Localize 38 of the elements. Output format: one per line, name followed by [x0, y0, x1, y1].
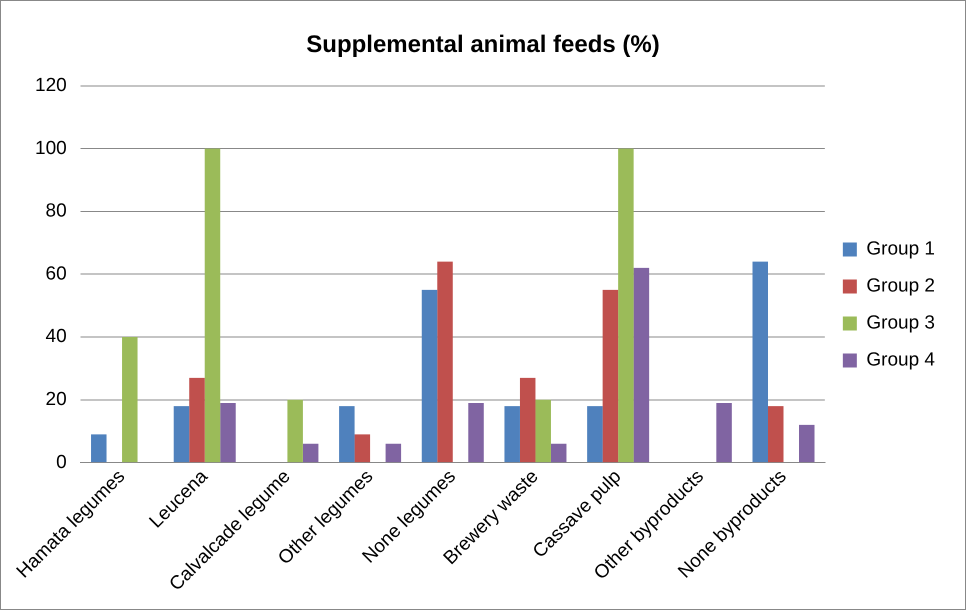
y-tick-label: 0 [56, 452, 67, 473]
y-tick-label: 80 [46, 200, 67, 222]
y-tick-label: 60 [46, 263, 67, 284]
bar [91, 434, 107, 462]
bar [520, 378, 536, 462]
bar [386, 444, 402, 462]
y-tick-label: 120 [35, 75, 67, 96]
bar [174, 406, 190, 462]
bar [122, 337, 138, 462]
legend-label: Group 4 [866, 350, 936, 371]
legend-label: Group 2 [866, 276, 936, 297]
y-tick-label: 20 [46, 389, 67, 410]
bar [204, 148, 220, 462]
bar [302, 444, 318, 462]
legend-label: Group 1 [866, 238, 936, 260]
bar [768, 406, 784, 462]
bar [587, 406, 603, 462]
bar [634, 268, 650, 462]
bar [287, 400, 303, 462]
bar [716, 402, 732, 462]
y-tick-label: 100 [35, 138, 67, 159]
bar [354, 434, 370, 462]
bar [550, 444, 566, 462]
bar [535, 400, 551, 462]
bar [618, 148, 634, 462]
bar [752, 262, 768, 462]
legend-label: Group 3 [866, 312, 936, 334]
bar [602, 290, 618, 462]
bar [189, 378, 205, 462]
bar [468, 402, 484, 462]
bar [220, 402, 236, 462]
chart-title: Supplemental animal feeds (%) [306, 31, 660, 58]
bar [339, 406, 355, 462]
y-tick-label: 40 [46, 326, 67, 348]
bar [422, 290, 438, 462]
bar [799, 424, 815, 462]
bar [437, 262, 453, 462]
bar [504, 406, 520, 462]
